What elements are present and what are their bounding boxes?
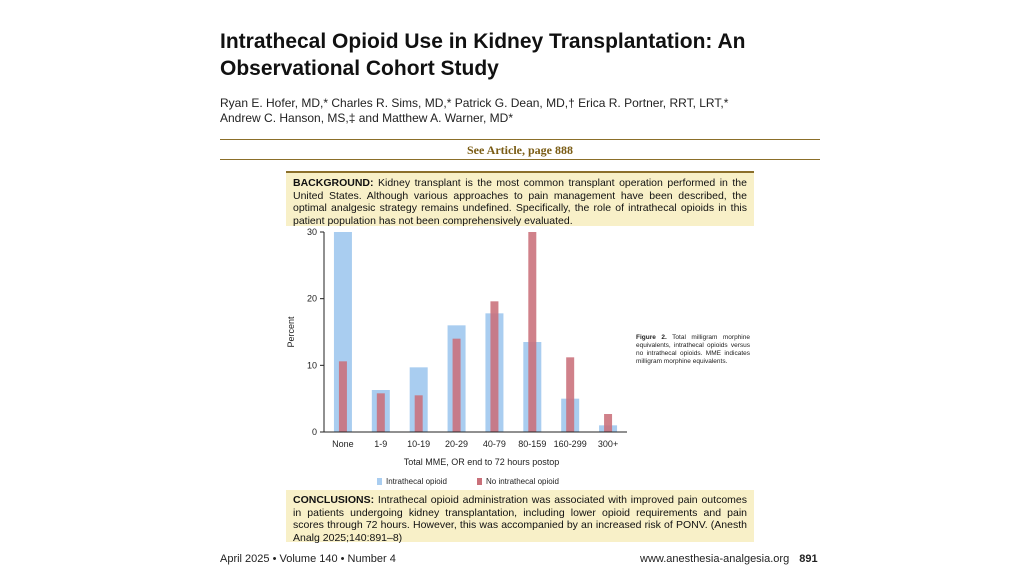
y-tick-label: 30 — [307, 227, 317, 237]
bar-no-intrathecal-10-19 — [414, 395, 423, 432]
chart-legend: Intrathecal opioid No intrathecal opioid — [377, 477, 559, 486]
bar-no-intrathecal-40-79 — [490, 301, 499, 432]
y-tick-label: 0 — [312, 427, 317, 437]
bar-intrathecal-None — [333, 232, 352, 432]
x-tick-label: 1-9 — [374, 439, 387, 449]
x-tick-label: 300+ — [598, 439, 618, 449]
x-tick-label: 10-19 — [407, 439, 430, 449]
y-tick-label: 10 — [307, 360, 317, 370]
bar-no-intrathecal-20-29 — [452, 338, 461, 432]
bar-no-intrathecal-None — [338, 361, 347, 432]
legend-label: No intrathecal opioid — [486, 477, 559, 486]
figure-caption-text: Total milligram morphine equivalents, in… — [636, 334, 750, 365]
bar-no-intrathecal-300+ — [604, 414, 613, 432]
y-tick-label: 20 — [307, 294, 317, 304]
page-number: 891 — [799, 553, 818, 565]
y-axis-label: Percent — [286, 316, 296, 348]
background-label: BACKGROUND: — [293, 177, 374, 189]
top-divider — [220, 139, 820, 140]
article-title: Intrathecal Opioid Use in Kidney Transpl… — [220, 30, 746, 80]
conclusions-label: CONCLUSIONS: — [293, 494, 375, 506]
legend-label: Intrathecal opioid — [386, 477, 447, 486]
x-tick-label: 160-299 — [554, 439, 587, 449]
figure-caption: Figure 2. Total milligram morphine equiv… — [636, 334, 750, 366]
footer-right: www.anesthesia-analgesia.org 891 — [640, 553, 818, 565]
bar-no-intrathecal-80-159 — [528, 232, 537, 432]
legend-swatch — [477, 478, 482, 485]
x-tick-label: 20-29 — [445, 439, 468, 449]
x-tick-label: 40-79 — [483, 439, 506, 449]
journal-issue: April 2025 • Volume 140 • Number 4 — [220, 553, 396, 565]
conclusions-text: Intrathecal opioid administration was as… — [293, 494, 747, 544]
x-tick-label: 80-159 — [518, 439, 546, 449]
background-text: Kidney transplant is the most common tra… — [293, 177, 747, 227]
figure-caption-label: Figure 2. — [636, 334, 667, 341]
bar-no-intrathecal-160-299 — [566, 357, 575, 432]
bar-no-intrathecal-1-9 — [376, 393, 385, 432]
bottom-divider — [220, 159, 820, 160]
conclusions-section: CONCLUSIONS: Intrathecal opioid administ… — [286, 490, 754, 544]
x-axis-label: Total MME, OR end to 72 hours postop — [404, 457, 560, 467]
bar-chart: 0 10 20 30 None 1-9 10-19 20-29 40-79 80-159 160-2… — [286, 227, 627, 486]
x-tick-label: None — [332, 439, 354, 449]
journal-website-link[interactable]: www.anesthesia-analgesia.org — [640, 553, 790, 565]
see-article-link[interactable]: See Article, page 888 — [467, 143, 573, 157]
author-list: Ryan E. Hofer, MD,* Charles R. Sims, MD,… — [220, 96, 820, 126]
background-section: BACKGROUND: Kidney transplant is the mos… — [286, 171, 754, 227]
authors-line-2: Andrew C. Hanson, MS,‡ and Matthew A. Wa… — [220, 111, 514, 125]
figure-chart-area: 0 10 20 30 None 1-9 10-19 20-29 40-79 80-159 160-2… — [282, 226, 756, 490]
legend-swatch — [377, 478, 382, 485]
authors-line-1: Ryan E. Hofer, MD,* Charles R. Sims, MD,… — [220, 96, 729, 110]
